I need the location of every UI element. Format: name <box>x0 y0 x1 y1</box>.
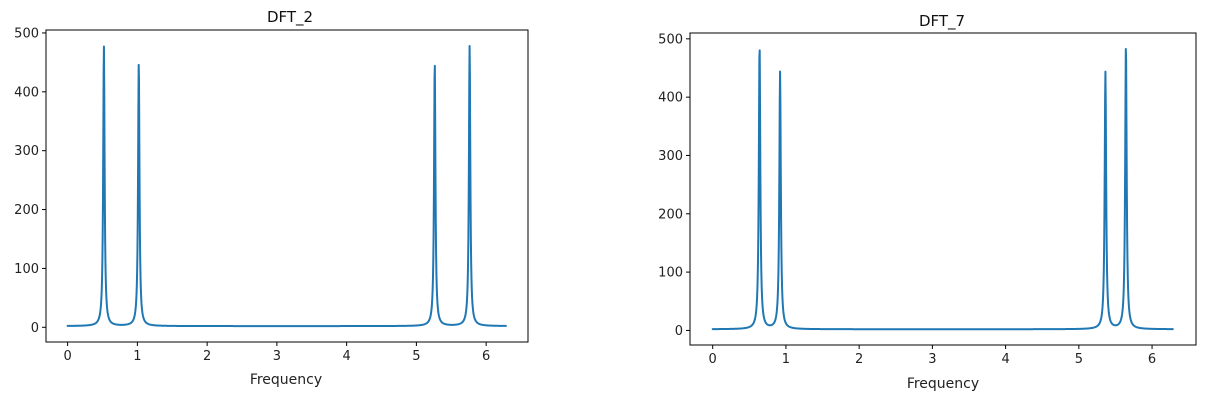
x-tick-label: 3 <box>273 349 281 364</box>
y-tick-label: 0 <box>675 324 683 339</box>
x-axis-label: Frequency <box>907 376 979 392</box>
x-tick-label: 5 <box>412 349 420 364</box>
y-tick-label: 0 <box>31 321 39 336</box>
plot-frame <box>45 29 529 343</box>
chart-title: DFT_2 <box>267 8 313 27</box>
y-tick-label: 300 <box>658 149 683 164</box>
x-tick-label: 4 <box>1001 352 1009 367</box>
y-tick-label: 300 <box>14 144 39 159</box>
x-tick-label: 1 <box>782 352 790 367</box>
x-tick-label: 6 <box>482 349 490 364</box>
y-axis: 0 100 200 300 400 500 <box>14 26 46 336</box>
y-tick-label: 100 <box>14 262 39 277</box>
y-tick-label: 500 <box>14 26 39 41</box>
x-tick-label: 3 <box>928 352 936 367</box>
y-tick-label: 500 <box>658 32 683 47</box>
y-tick-label: 400 <box>658 91 683 106</box>
x-tick-label: 1 <box>133 349 141 364</box>
x-tick-label: 2 <box>203 349 211 364</box>
x-tick-label: 4 <box>342 349 350 364</box>
series-line-dft-7 <box>711 48 1174 331</box>
x-axis: 0 1 2 3 4 5 6 <box>63 342 490 364</box>
x-axis-label: Frequency <box>250 372 322 388</box>
y-tick-label: 200 <box>14 203 39 218</box>
y-axis: 0 100 200 300 400 500 <box>658 32 690 339</box>
x-axis: 0 1 2 3 4 5 6 <box>709 345 1156 367</box>
x-tick-label: 0 <box>63 349 71 364</box>
x-tick-label: 6 <box>1148 352 1156 367</box>
y-tick-label: 100 <box>658 266 683 281</box>
x-tick-label: 0 <box>709 352 717 367</box>
y-tick-label: 400 <box>14 85 39 100</box>
chart-title: DFT_7 <box>919 12 965 31</box>
series-line-dft-2 <box>66 45 507 328</box>
plot-frame <box>689 32 1197 346</box>
y-tick-label: 200 <box>658 207 683 222</box>
x-tick-label: 2 <box>855 352 863 367</box>
x-tick-label: 5 <box>1075 352 1083 367</box>
